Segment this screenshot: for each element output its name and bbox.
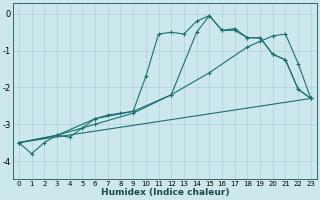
X-axis label: Humidex (Indice chaleur): Humidex (Indice chaleur) [100, 188, 229, 197]
